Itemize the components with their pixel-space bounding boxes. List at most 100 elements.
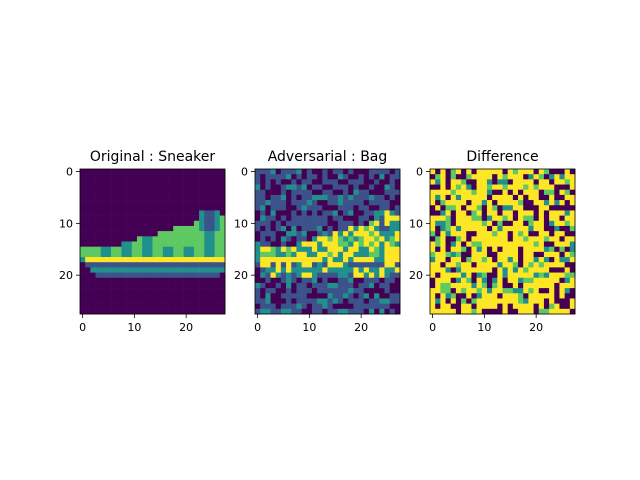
heatmap-cell (358, 293, 365, 299)
heatmap-cell (337, 303, 344, 310)
heatmap-cell (353, 189, 359, 196)
heatmap-cell (85, 251, 91, 258)
heatmap-cell (214, 231, 221, 237)
heatmap-cell (528, 267, 534, 273)
heatmap-cell (188, 210, 195, 216)
heatmap-cell (507, 251, 514, 258)
heatmap-cell (296, 308, 302, 315)
heatmap-cell (296, 215, 302, 222)
heatmap-cell (116, 262, 122, 268)
heatmap-cell (358, 298, 365, 304)
heatmap-cell (538, 169, 545, 175)
heatmap-cell (569, 251, 576, 258)
heatmap-cell (445, 236, 452, 242)
heatmap-cell (368, 298, 375, 304)
heatmap-cell (90, 277, 96, 284)
heatmap-cell (337, 277, 344, 284)
heatmap-cell (265, 267, 271, 273)
heatmap-cell (327, 303, 333, 310)
heatmap-cell (343, 303, 349, 310)
heatmap-cell (461, 272, 467, 279)
heatmap-cell (502, 277, 508, 284)
heatmap-cell (168, 293, 174, 299)
heatmap-cell (157, 174, 164, 180)
heatmap-cell (126, 225, 133, 232)
heatmap-cell (183, 220, 190, 227)
heatmap-cell (116, 298, 122, 304)
heatmap-cell (445, 231, 452, 237)
heatmap-cell (162, 169, 169, 175)
heatmap-cell (193, 179, 200, 185)
heatmap-cell (142, 246, 148, 253)
heatmap-cell (394, 205, 401, 211)
heatmap-cell (286, 200, 292, 206)
heatmap-cell (358, 231, 365, 237)
heatmap-cell (379, 251, 385, 258)
heatmap-cell (270, 246, 277, 253)
heatmap-cell (85, 298, 91, 304)
heatmap-cell (476, 277, 483, 284)
heatmap-cell (502, 288, 508, 294)
heatmap-cell (374, 246, 380, 253)
heatmap-cell (327, 241, 333, 247)
heatmap-cell (199, 251, 205, 258)
heatmap-cell (173, 200, 179, 206)
heatmap-cell (481, 267, 488, 273)
heatmap-cell (204, 215, 210, 222)
heatmap-cell (569, 288, 576, 294)
heatmap-cell (162, 174, 169, 180)
heatmap-cell (363, 282, 370, 289)
heatmap-cell (348, 231, 354, 237)
heatmap-cell (136, 298, 143, 304)
heatmap-cell (183, 210, 190, 216)
heatmap-cell (440, 220, 446, 227)
heatmap-cell (518, 257, 524, 263)
heatmap-cell (337, 267, 344, 273)
heatmap-cell (199, 236, 205, 242)
heatmap-cell (152, 246, 158, 253)
heatmap-cell (363, 262, 370, 268)
heatmap-cell (219, 308, 226, 315)
heatmap-cell (306, 257, 313, 263)
heatmap-cell (173, 205, 179, 211)
heatmap-cell (343, 246, 349, 253)
heatmap-cell (142, 210, 148, 216)
heatmap-cell (363, 215, 370, 222)
heatmap-cell (296, 257, 302, 263)
heatmap-cell (389, 272, 396, 279)
heatmap-cell (199, 303, 205, 310)
heatmap-cell (311, 251, 318, 258)
heatmap-cell (343, 205, 349, 211)
heatmap-cell (193, 298, 200, 304)
heatmap-cell (193, 246, 200, 253)
heatmap-cell (95, 246, 102, 253)
heatmap-cell (476, 293, 483, 299)
heatmap-cell (440, 200, 446, 206)
heatmap-cell (476, 189, 483, 196)
heatmap-cell (152, 293, 158, 299)
heatmap-cell (188, 257, 195, 263)
heatmap-cell (193, 277, 200, 284)
heatmap-cell (126, 194, 133, 201)
heatmap-cell (523, 231, 529, 237)
heatmap-cell (183, 272, 190, 279)
heatmap-cell (368, 174, 375, 180)
heatmap-cell (564, 205, 571, 211)
heatmap-cell (455, 189, 462, 196)
heatmap-cell (435, 277, 441, 284)
heatmap-cell (219, 251, 226, 258)
heatmap-cell (188, 215, 195, 222)
heatmap-cell (291, 205, 297, 211)
heatmap-cell (275, 241, 282, 247)
heatmap-cell (497, 282, 503, 289)
heatmap-cell (85, 293, 91, 299)
heatmap-cell (374, 277, 380, 284)
heatmap-cell (435, 241, 441, 247)
heatmap-cell (343, 267, 349, 273)
heatmap-cell (327, 262, 333, 268)
heatmap-cell (466, 246, 472, 253)
heatmap-cell (255, 236, 261, 242)
heatmap-cell (507, 174, 514, 180)
heatmap-cell (435, 231, 441, 237)
heatmap-cell (332, 272, 339, 279)
